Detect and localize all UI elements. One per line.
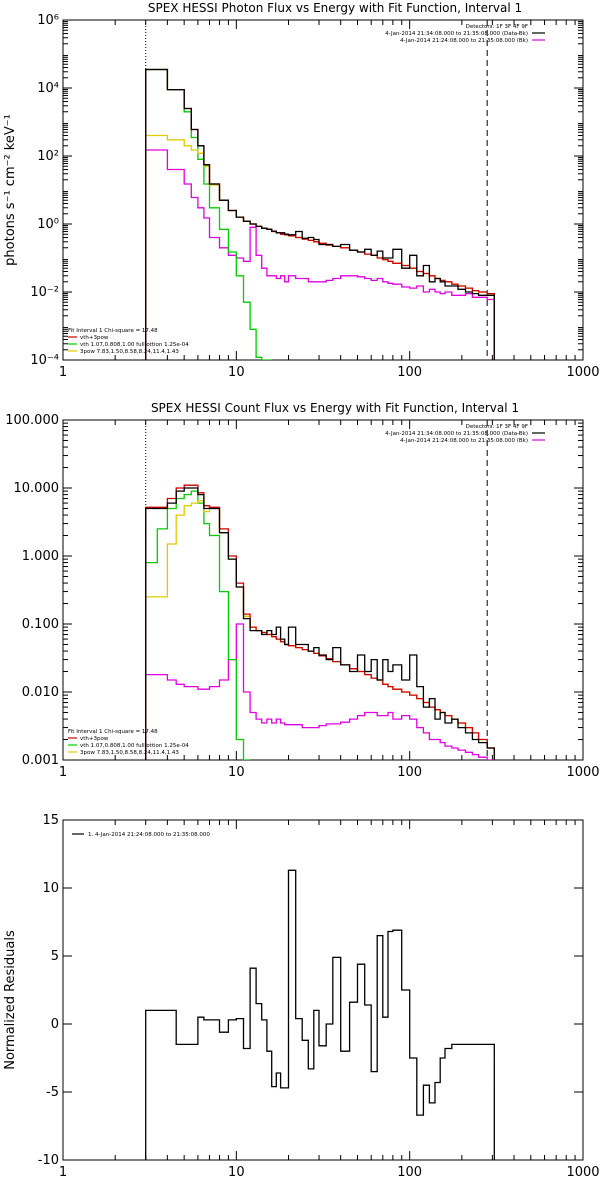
resid-legend-label: 1. 4-Jan-2014 21:24:08.000 to 21:35:08.0… — [88, 832, 210, 838]
resid-y-axis-label: Normalized Residuals — [3, 930, 18, 1070]
photon-series-bk — [145, 149, 495, 360]
photon-x-tick-label: 1 — [59, 365, 67, 380]
resid-y-tick-label: 15 — [42, 813, 59, 828]
resid-series-1-4-jan-2014-21-24-08-000-to-21-35-08-000 — [145, 869, 495, 1160]
photon-y-tick-label: 10⁻² — [30, 285, 59, 300]
count-y-tick-label: 0.001 — [22, 753, 59, 768]
count-fit-interval-line: Fit Interval 1 Chi-square = 17.48 — [68, 729, 158, 735]
resid-x-tick-label: 10 — [228, 1165, 245, 1180]
resid-y-tick-label: 5 — [51, 949, 59, 964]
photon-x-tick-label: 1000 — [566, 365, 599, 380]
count-title: SPEX HESSI Count Flux vs Energy with Fit… — [151, 401, 519, 415]
count-y-tick-label: 10.000 — [14, 481, 60, 496]
photon-x-tick-label: 100 — [397, 365, 422, 380]
photon-series-vth-3pow — [145, 68, 495, 360]
count-legend-vth3pow: vth+3pow — [80, 736, 109, 742]
photon-plot: 1 10 100 1000 10⁻⁴ 10⁻² 10⁰ 10² 10⁴ 10⁶ — [30, 13, 599, 380]
count-bk-interval-line: 4-Jan-2014 21:24:08.000 to 21:35:08.000 … — [400, 438, 528, 444]
resid-y-tick-label: -5 — [46, 1085, 59, 1100]
count-x-tick-label: 1000 — [566, 765, 599, 780]
resid-plot: 1 10 100 1000 -10 -5 0 5 10 15 — [38, 813, 600, 1180]
photon-y-axis-label: photons s⁻¹ cm⁻² keV⁻¹ — [3, 114, 18, 266]
resid-y-tick-label: 0 — [51, 1017, 59, 1032]
photon-y-tick-label: 10⁶ — [37, 13, 59, 28]
photon-y-tick-label: 10⁻⁴ — [30, 353, 59, 368]
photon-legend-3pow: 3pow 7.83,1.50,8.58,8.24,11.4,1.43 — [80, 349, 179, 355]
count-legend-3pow: 3pow 7.83,1.50,8.58,8.24,11.4,1.43 — [80, 750, 179, 756]
resid-x-tick-label: 100 — [397, 1165, 422, 1180]
count-y-tick-label: 100.000 — [5, 413, 59, 428]
count-axes-frame — [62, 419, 584, 761]
count-y-tick-label: 0.010 — [22, 685, 59, 700]
count-x-tick-label: 1 — [59, 765, 67, 780]
photon-y-tick-label: 10² — [37, 149, 59, 164]
photon-detectors-line: Detectors: 1F 3F 4F 9F — [466, 24, 528, 30]
count-plot: 1 10 100 1000 0.001 0.010 0.100 1.000 10.000 100.… — [5, 413, 599, 780]
count-series-bk — [145, 623, 495, 760]
count-x-tick-label: 10 — [228, 765, 245, 780]
photon-y-tick-label: 10⁴ — [37, 81, 59, 96]
count-y-tick-label: 0.100 — [22, 617, 59, 632]
resid-y-tick-label: -10 — [38, 1153, 59, 1168]
resid-x-tick-label: 1 — [59, 1165, 67, 1180]
count-series-vth — [145, 490, 251, 760]
count-y-tick-label: 1.000 — [22, 549, 59, 564]
count-data-interval-line: 4-Jan-2014 21:34:08.000 to 21:35:08.000 … — [385, 431, 528, 437]
photon-title: SPEX HESSI Photon Flux vs Energy with Fi… — [148, 1, 522, 15]
photon-series-vth — [145, 68, 272, 360]
count-series-data — [145, 487, 495, 760]
count-series-vth-3pow — [145, 484, 495, 760]
resid-x-tick-label: 1000 — [566, 1165, 599, 1180]
photon-axes-frame — [62, 19, 584, 361]
count-detectors-line: Detectors: 1F 3F 4F 9F — [466, 424, 528, 430]
count-legend-vth: vth 1.07,0.808,1.00 full ottion 1.25e-04 — [80, 743, 189, 749]
photon-fit-interval-line: Fit Interval 1 Chi-square = 17.48 — [68, 328, 158, 334]
resid-y-tick-label: 10 — [42, 881, 59, 896]
photon-data-interval-line: 4-Jan-2014 21:34:08.000 to 21:35:08.000 … — [385, 31, 528, 37]
photon-legend-vth3pow: vth+3pow — [80, 335, 109, 341]
count-series-3pow — [145, 500, 495, 760]
photon-legend-vth: vth 1.07,0.808,1.00 full ottion 1.25e-04 — [80, 342, 189, 348]
photon-series-data — [145, 68, 495, 360]
photon-x-tick-label: 10 — [228, 365, 245, 380]
count-x-tick-label: 100 — [397, 765, 422, 780]
resid-axes-frame — [62, 819, 584, 1161]
photon-y-tick-label: 10⁰ — [37, 217, 59, 232]
photon-series-3pow — [145, 134, 495, 360]
photon-bk-interval-line: 4-Jan-2014 21:24:08.000 to 21:35:08.000 … — [400, 38, 528, 44]
